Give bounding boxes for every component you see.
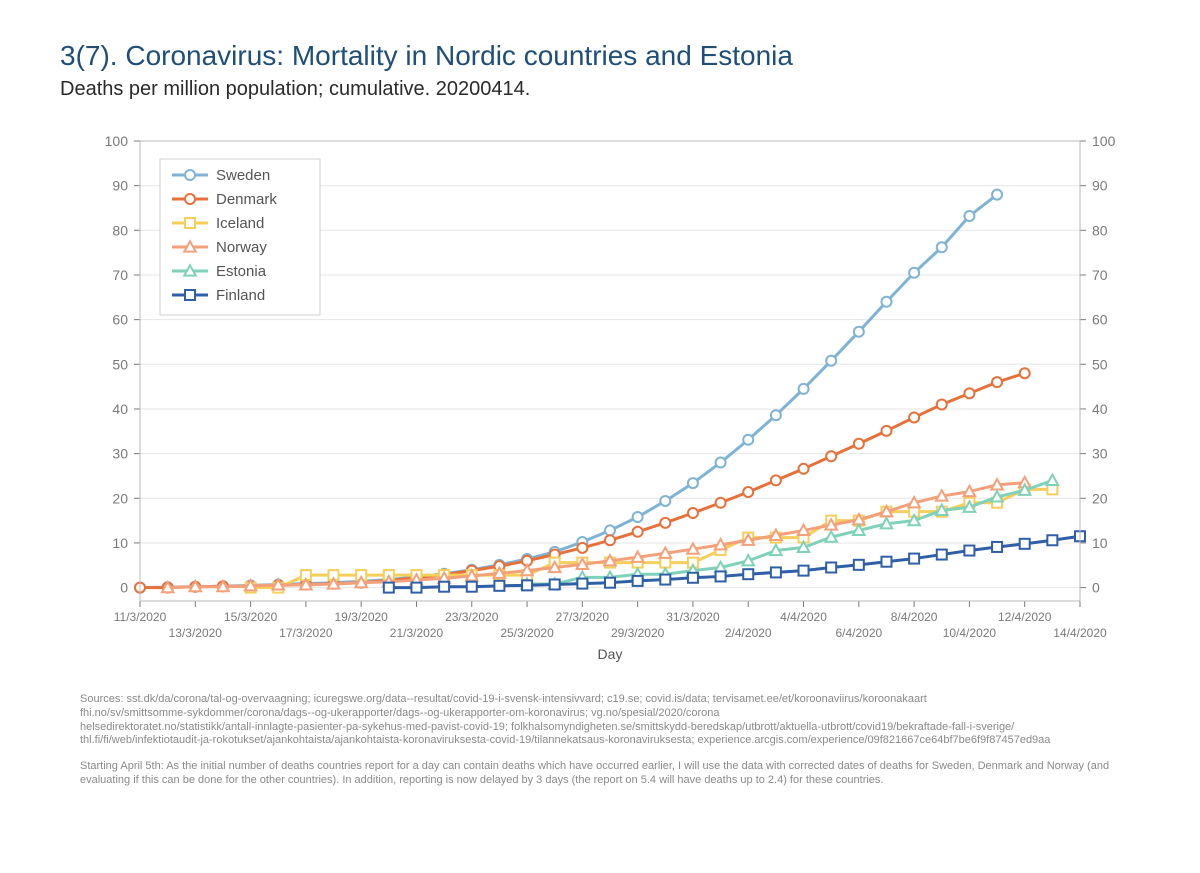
chart-title: 3(7). Coronavirus: Mortality in Nordic c… xyxy=(60,40,1140,72)
sources-note: Sources: sst.dk/da/corona/tal-og-overvaa… xyxy=(60,693,1140,748)
svg-text:70: 70 xyxy=(112,267,128,283)
svg-text:Finland: Finland xyxy=(216,287,265,304)
svg-text:20: 20 xyxy=(112,490,128,506)
svg-text:0: 0 xyxy=(120,580,128,596)
svg-text:6/4/2020: 6/4/2020 xyxy=(835,626,882,640)
method-note: Starting April 5th: As the initial numbe… xyxy=(60,760,1140,788)
svg-text:21/3/2020: 21/3/2020 xyxy=(390,626,444,640)
svg-text:40: 40 xyxy=(1092,401,1108,417)
svg-text:50: 50 xyxy=(1092,356,1108,372)
svg-text:Norway: Norway xyxy=(216,239,267,256)
svg-text:90: 90 xyxy=(112,178,128,194)
svg-text:23/3/2020: 23/3/2020 xyxy=(445,610,499,624)
svg-text:14/4/2020: 14/4/2020 xyxy=(1053,626,1107,640)
svg-text:Iceland: Iceland xyxy=(216,215,264,232)
svg-text:0: 0 xyxy=(1092,580,1100,596)
svg-text:80: 80 xyxy=(112,222,128,238)
svg-text:10: 10 xyxy=(112,535,128,551)
svg-text:Denmark: Denmark xyxy=(216,191,277,208)
svg-text:2/4/2020: 2/4/2020 xyxy=(725,626,772,640)
svg-text:25/3/2020: 25/3/2020 xyxy=(500,626,554,640)
svg-text:8/4/2020: 8/4/2020 xyxy=(891,610,938,624)
svg-text:Day: Day xyxy=(598,646,623,662)
svg-text:40: 40 xyxy=(112,401,128,417)
line-chart: 0 0 10 10 20 20 30 30 40 40 50 50 60 60 70 70 80 80 90 90 10… xyxy=(60,121,1140,681)
svg-text:Sweden: Sweden xyxy=(216,167,270,184)
svg-text:100: 100 xyxy=(1092,133,1116,149)
svg-text:60: 60 xyxy=(112,312,128,328)
svg-text:Estonia: Estonia xyxy=(216,263,267,280)
svg-text:12/4/2020: 12/4/2020 xyxy=(998,610,1052,624)
svg-text:30: 30 xyxy=(1092,446,1108,462)
svg-text:10/4/2020: 10/4/2020 xyxy=(943,626,997,640)
svg-text:30: 30 xyxy=(112,446,128,462)
svg-text:29/3/2020: 29/3/2020 xyxy=(611,626,665,640)
svg-text:15/3/2020: 15/3/2020 xyxy=(224,610,278,624)
svg-text:10: 10 xyxy=(1092,535,1108,551)
svg-text:4/4/2020: 4/4/2020 xyxy=(780,610,827,624)
svg-text:80: 80 xyxy=(1092,222,1108,238)
svg-text:27/3/2020: 27/3/2020 xyxy=(556,610,610,624)
svg-text:100: 100 xyxy=(105,133,129,149)
svg-text:60: 60 xyxy=(1092,312,1108,328)
svg-text:70: 70 xyxy=(1092,267,1108,283)
svg-text:19/3/2020: 19/3/2020 xyxy=(334,610,388,624)
svg-text:50: 50 xyxy=(112,356,128,372)
svg-text:31/3/2020: 31/3/2020 xyxy=(666,610,720,624)
svg-text:17/3/2020: 17/3/2020 xyxy=(279,626,333,640)
svg-text:20: 20 xyxy=(1092,490,1108,506)
chart-subtitle: Deaths per million population; cumulativ… xyxy=(60,78,1140,101)
svg-text:13/3/2020: 13/3/2020 xyxy=(169,626,223,640)
svg-text:90: 90 xyxy=(1092,178,1108,194)
svg-text:11/3/2020: 11/3/2020 xyxy=(114,610,167,624)
